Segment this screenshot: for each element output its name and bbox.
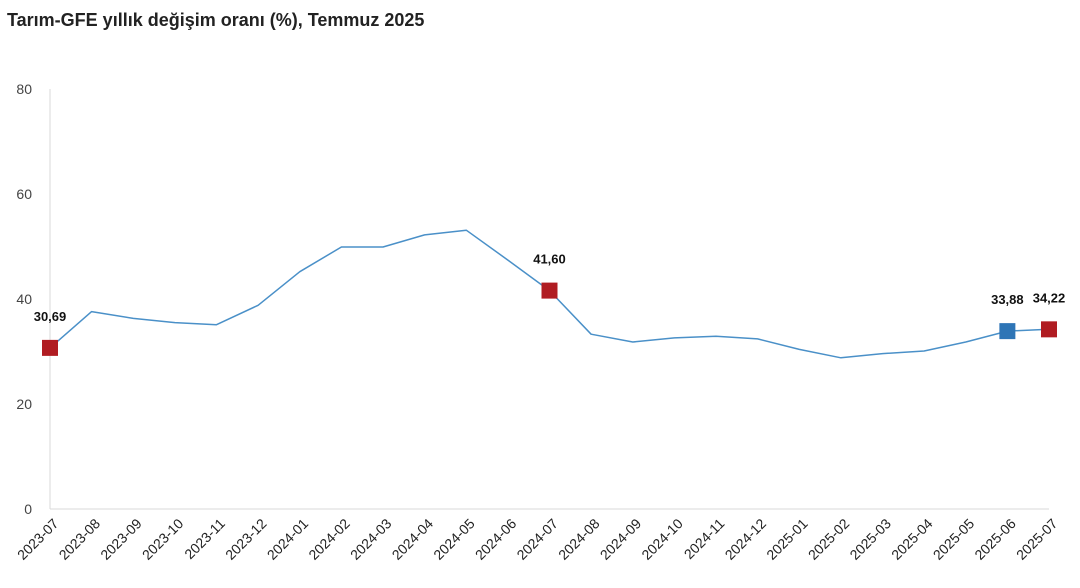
x-tick-label: 2024-03 [347, 515, 395, 563]
x-tick-label: 2024-09 [597, 515, 645, 563]
data-marker [541, 282, 558, 299]
data-marker [42, 339, 58, 356]
data-marker [999, 323, 1016, 340]
label-layer: 30,69 41,60 33,88 34,22 [34, 252, 1066, 324]
x-tick-label: 2024-07 [513, 515, 561, 563]
x-tick-label: 2024-11 [681, 515, 728, 562]
y-tick-label: 0 [24, 501, 32, 517]
y-tick-label: 40 [16, 291, 32, 307]
marker-layer [42, 282, 1057, 356]
x-tick-label: 2024-04 [389, 515, 437, 563]
x-tick-label: 2024-08 [555, 515, 603, 563]
y-tick-label: 20 [16, 396, 32, 412]
x-tick-label: 2024-06 [472, 515, 520, 563]
x-tick-label: 2024-12 [722, 515, 770, 563]
x-tick-label: 2024-01 [264, 515, 312, 563]
x-tick-label: 2024-02 [305, 515, 353, 563]
chart-title: Tarım-GFE yıllık değişim oranı (%), Temm… [7, 10, 425, 30]
x-tick-label: 2023-07 [14, 515, 62, 563]
x-tick-label: 2025-05 [930, 515, 978, 563]
x-tick-label: 2024-10 [638, 515, 686, 563]
y-tick-label: 80 [16, 81, 32, 97]
data-label: 30,69 [34, 309, 67, 324]
x-tick-label: 2025-03 [846, 515, 894, 563]
data-label: 41,60 [533, 252, 566, 267]
x-tick-label: 2025-01 [763, 515, 811, 563]
x-tick-label: 2023-12 [222, 515, 270, 563]
x-tick-label: 2024-05 [430, 515, 478, 563]
data-label: 34,22 [1033, 290, 1066, 305]
x-tick-label: 2023-09 [97, 515, 145, 563]
x-tick-label: 2023-11 [181, 515, 228, 562]
y-axis: 0 20 40 60 80 [16, 81, 51, 517]
x-tick-label: 2025-02 [805, 515, 853, 563]
x-tick-label: 2025-07 [1013, 515, 1061, 563]
data-label: 33,88 [991, 292, 1024, 307]
x-tick-label: 2025-06 [971, 515, 1019, 563]
x-tick-label: 2023-08 [56, 515, 104, 563]
x-tick-label: 2023-10 [139, 515, 187, 563]
x-axis: 2023-072023-082023-092023-102023-112023-… [14, 508, 1061, 563]
x-tick-label: 2025-04 [888, 515, 936, 563]
data-marker [1041, 321, 1057, 338]
y-tick-label: 60 [16, 186, 32, 202]
